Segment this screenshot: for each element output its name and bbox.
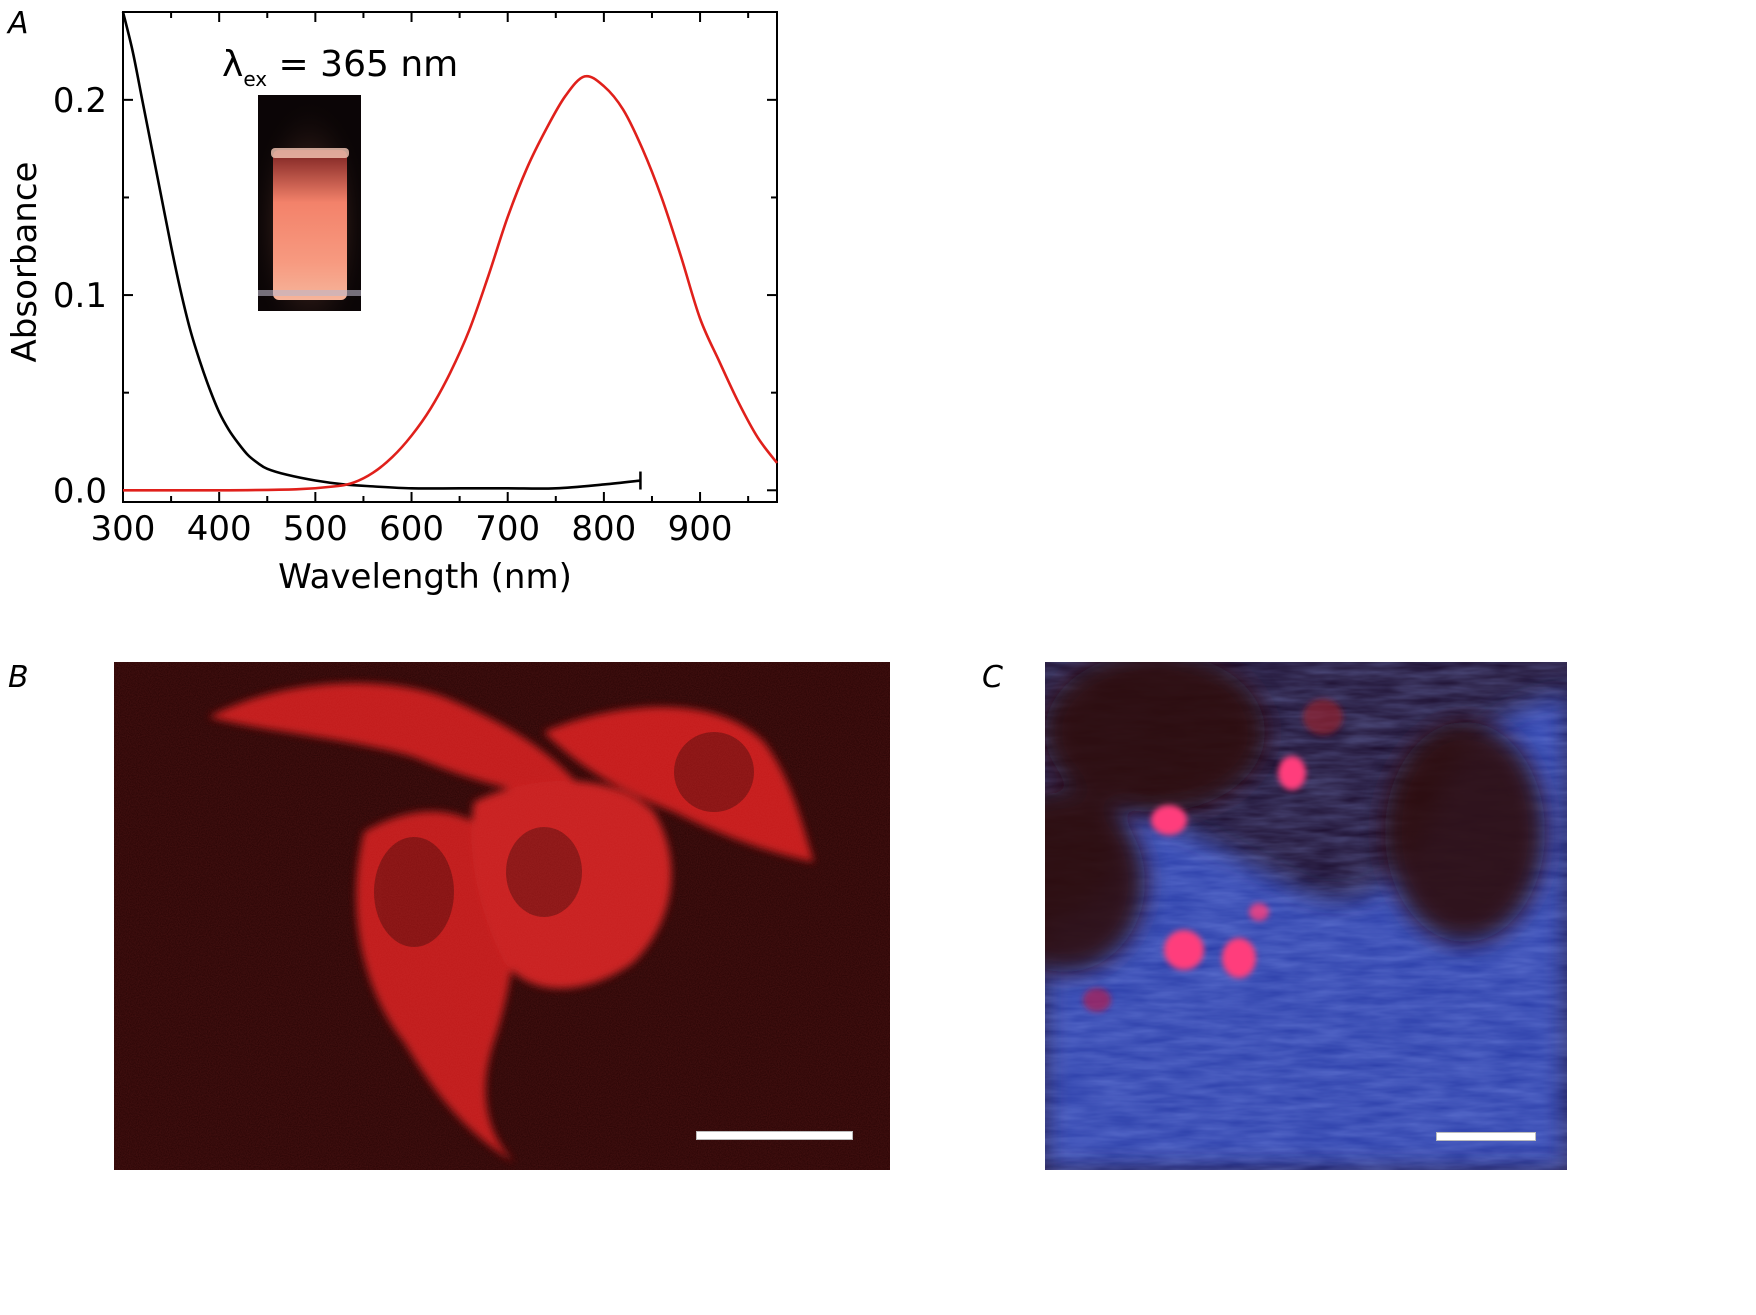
x-tick-label-500: 500 [283, 509, 348, 549]
scale-bar-c [1436, 1132, 1536, 1141]
y-axis-title: Absorbance [5, 162, 45, 363]
series-line-1 [122, 74, 779, 492]
panel-b-label: B [8, 660, 29, 695]
y-tick-label-2: 0.2 [53, 81, 107, 121]
lambda-symbol: λ [222, 44, 243, 85]
panel-a-label: A [8, 6, 29, 41]
panel-c-label: C [982, 660, 1003, 695]
micrograph-b-image [114, 662, 890, 1170]
y-tick-labels: 0.0 0.1 0.2 [53, 81, 107, 511]
x-tick-label-400: 400 [187, 509, 252, 549]
cuvette-photo [258, 95, 361, 311]
lambda-subscript: ex [243, 67, 267, 91]
x-tick-label-800: 800 [571, 509, 636, 549]
plot-frame [122, 11, 778, 503]
x-tick-labels: 300 400 500 600 700 800 900 [91, 509, 733, 549]
micrograph-b [114, 662, 890, 1170]
axis-ticks [122, 12, 777, 502]
x-tick-label-600: 600 [379, 509, 444, 549]
series-line-0 [121, 11, 641, 490]
micrograph-c [1045, 662, 1567, 1170]
x-tick-label-300: 300 [91, 509, 156, 549]
x-tick-label-700: 700 [475, 509, 540, 549]
inset-excitation-label: λex = 365 nm [222, 44, 458, 91]
scale-bar-b [696, 1131, 853, 1140]
x-tick-label-900: 900 [668, 509, 733, 549]
y-tick-label-1: 0.1 [53, 276, 107, 316]
micrograph-c-image [1045, 662, 1567, 1170]
y-tick-label-0: 0.0 [53, 471, 107, 511]
absorbance-chart: 300 400 500 600 700 800 900 0.0 0.1 0.2 Waveleng… [5, 11, 779, 597]
excitation-value: = 365 nm [267, 44, 458, 85]
x-axis-title: Wavelength (nm) [278, 557, 572, 597]
series-layer [121, 11, 779, 492]
